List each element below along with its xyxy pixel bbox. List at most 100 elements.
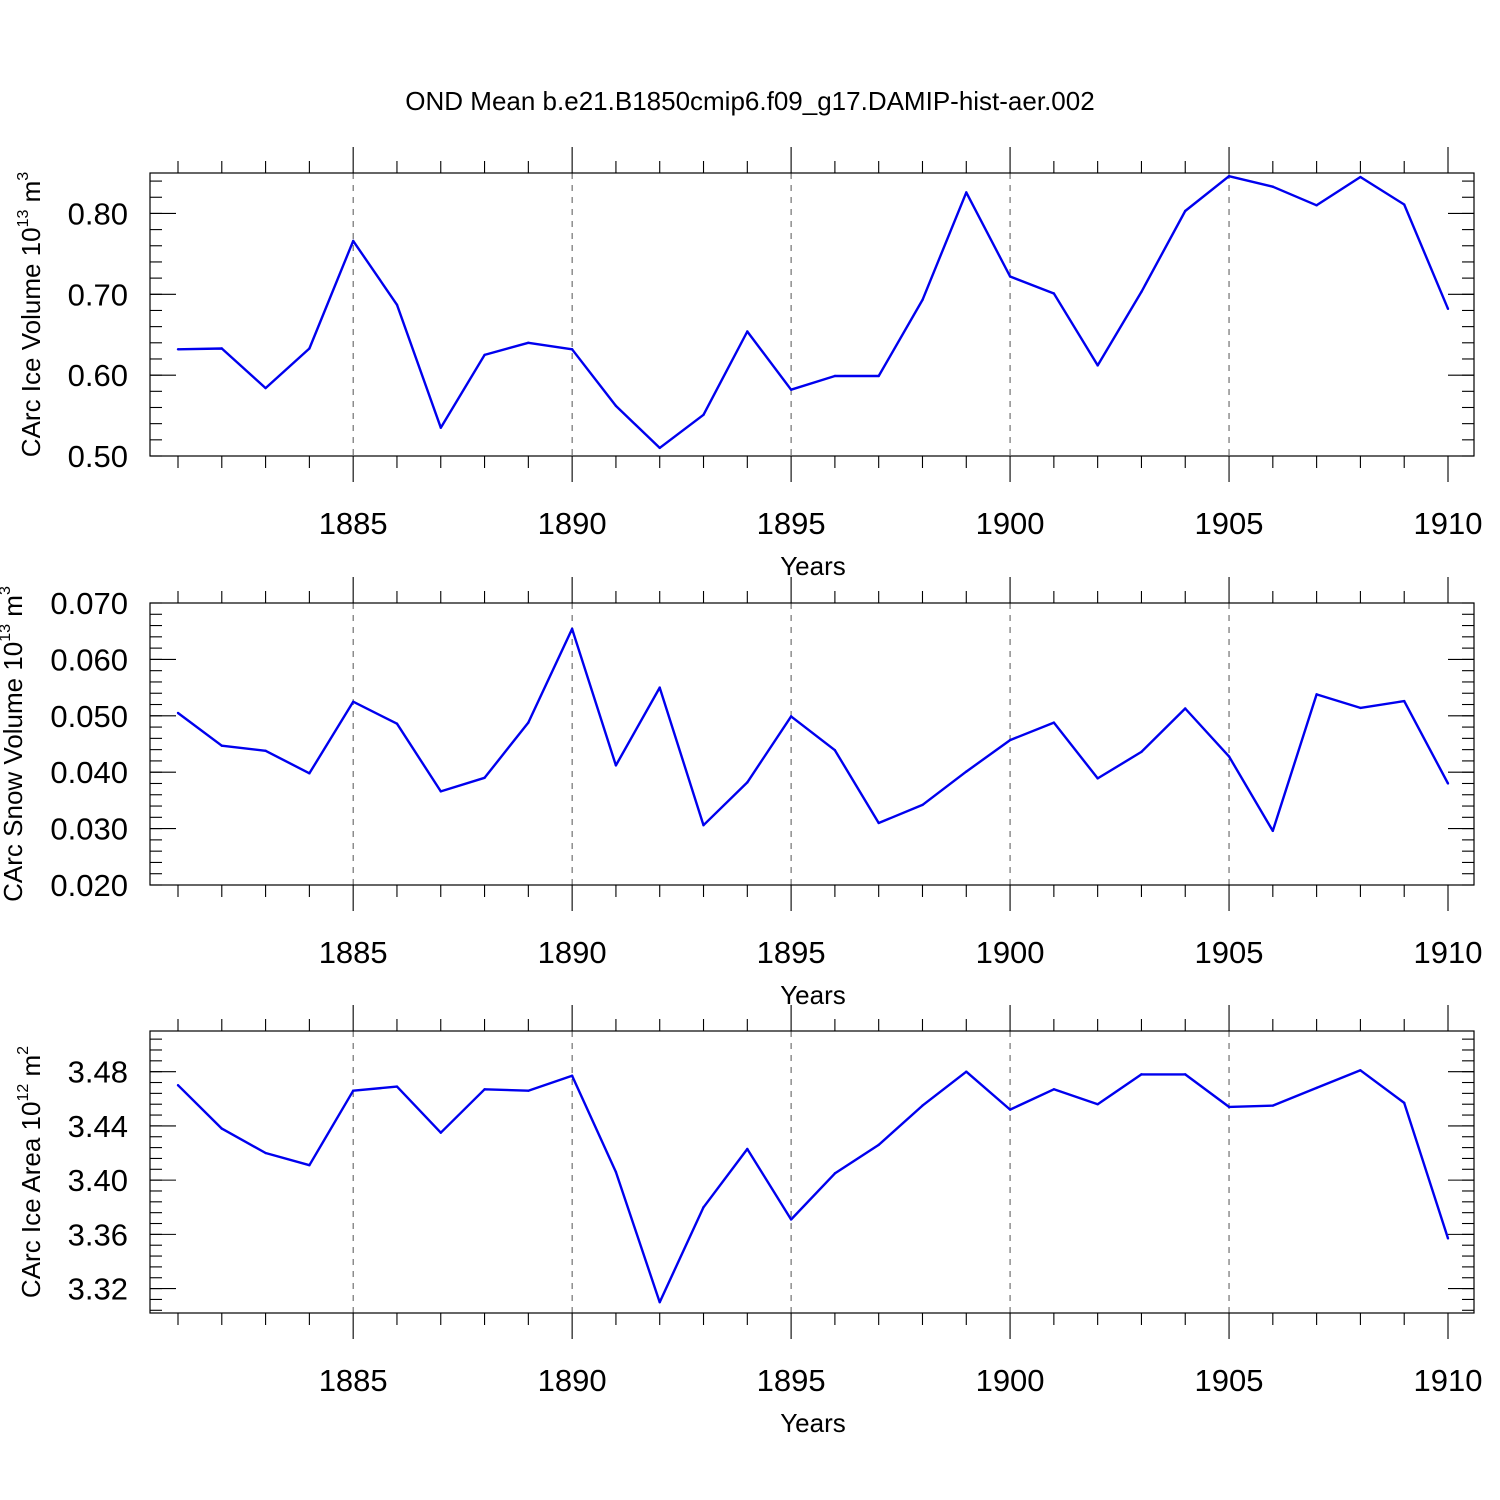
- data-point-1907: [1315, 1086, 1318, 1090]
- data-point-1886: [395, 722, 399, 725]
- data-point-1890: [570, 348, 574, 351]
- data-point-1891: [614, 404, 618, 408]
- x-tick-label: 1900: [976, 1363, 1045, 1398]
- data-point-1909: [1403, 699, 1406, 703]
- data-point-1898: [921, 1104, 924, 1107]
- data-point-1904: [1184, 209, 1187, 213]
- data-point-1881: [176, 1084, 180, 1087]
- data-point-1898: [921, 298, 924, 302]
- x-tick-label: 1910: [1414, 935, 1483, 970]
- data-point-1884: [308, 772, 311, 775]
- data-point-1896: [833, 749, 837, 752]
- data-point-1898: [921, 803, 924, 807]
- data-point-1882: [220, 1127, 223, 1130]
- y-tick-label: 3.36: [68, 1217, 128, 1252]
- figure-title: OND Mean b.e21.B1850cmip6.f09_g17.DAMIP-…: [405, 86, 1094, 116]
- data-point-1906: [1271, 829, 1275, 833]
- data-point-1896: [833, 1172, 837, 1175]
- data-point-1908: [1359, 706, 1362, 710]
- data-point-1902: [1096, 777, 1099, 780]
- data-point-1910: [1446, 307, 1450, 311]
- y-tick-label: 0.50: [68, 439, 128, 474]
- series-line: [177, 174, 1450, 450]
- y-axis-label-unit-exponent: 3: [15, 172, 32, 181]
- x-tick-label: 1885: [319, 506, 388, 541]
- x-tick-label: 1900: [976, 506, 1045, 541]
- data-point-1882: [220, 347, 223, 350]
- data-point-1888: [483, 1088, 486, 1091]
- y-axis-label-unit: m: [0, 595, 28, 624]
- x-tick-label: 1890: [538, 1363, 607, 1398]
- y-axis-label: CArc Ice Volume 1013 m3: [15, 172, 46, 457]
- y-tick-label: 3.44: [68, 1109, 128, 1144]
- x-tick-label: 1905: [1195, 935, 1264, 970]
- plot-frame: [149, 1030, 1475, 1314]
- x-tick-label: 1895: [757, 1363, 826, 1398]
- y-axis-label-unit-exponent: 3: [0, 586, 14, 595]
- data-point-1897: [877, 374, 880, 378]
- data-point-1884: [308, 347, 311, 350]
- panel-1: 1885 1890 1895 1900 1905 1910 Years 0.50 0.60 0.7…: [15, 147, 1482, 581]
- y-axis-label-unit: m: [16, 181, 46, 210]
- x-tick-label: 1890: [538, 935, 607, 970]
- data-point-1883: [264, 386, 267, 390]
- data-point-1894: [746, 781, 749, 784]
- data-point-1889: [527, 721, 530, 724]
- data-point-1882: [220, 744, 223, 747]
- data-point-1893: [702, 1206, 705, 1209]
- data-point-1905: [1227, 175, 1231, 178]
- data-point-1901: [1052, 1088, 1056, 1091]
- x-tick-label: 1905: [1195, 506, 1264, 541]
- data-point-1892: [658, 446, 661, 450]
- y-axis-label-unit: m: [16, 1055, 46, 1084]
- data-point-1901: [1052, 292, 1056, 295]
- data-point-1894: [746, 1147, 749, 1151]
- data-point-1887: [439, 426, 442, 429]
- data-point-1906: [1271, 185, 1275, 188]
- data-point-1893: [702, 413, 705, 416]
- data-point-1889: [527, 341, 530, 344]
- series-line: [177, 627, 1450, 833]
- data-point-1901: [1052, 721, 1056, 724]
- x-tick-label: 1910: [1414, 1363, 1483, 1398]
- data-point-1891: [614, 764, 618, 767]
- y-tick-label: 3.40: [68, 1163, 128, 1198]
- y-tick-label: 0.040: [50, 755, 128, 790]
- data-point-1906: [1271, 1104, 1275, 1107]
- data-point-1909: [1403, 1101, 1406, 1105]
- x-axis-label: Years: [780, 551, 846, 581]
- panel-2: 1885 1890 1895 1900 1905 1910 Years 0.020 0.030 0…: [0, 577, 1482, 1010]
- data-point-1899: [965, 1070, 968, 1073]
- data-point-1902: [1096, 364, 1099, 367]
- plot-frame: [149, 602, 1475, 886]
- data-point-1907: [1315, 693, 1318, 696]
- y-tick-label: 0.050: [50, 699, 128, 734]
- data-point-1900: [1008, 738, 1012, 742]
- data-point-1895: [789, 715, 793, 718]
- data-point-1888: [483, 776, 486, 780]
- data-point-1910: [1446, 1237, 1450, 1240]
- x-tick-label: 1890: [538, 506, 607, 541]
- data-point-1896: [833, 374, 837, 378]
- x-tick-label: 1895: [757, 506, 826, 541]
- data-point-1894: [746, 330, 749, 333]
- data-point-1886: [395, 303, 399, 306]
- x-tick-label: 1905: [1195, 1363, 1264, 1398]
- data-point-1893: [702, 824, 705, 827]
- y-tick-label: 0.70: [68, 277, 128, 312]
- data-point-1885: [351, 700, 355, 703]
- y-tick-label: 0.030: [50, 812, 128, 847]
- y-axis-label-exponent: 13: [15, 210, 32, 228]
- data-point-1909: [1403, 203, 1406, 206]
- y-axis-label-text: CArc Snow Volume 10: [0, 642, 28, 902]
- data-point-1892: [658, 686, 661, 689]
- data-point-1908: [1359, 175, 1362, 179]
- data-point-1885: [351, 239, 355, 243]
- data-point-1890: [570, 627, 574, 631]
- data-point-1902: [1096, 1103, 1099, 1106]
- y-tick-label: 0.060: [50, 642, 128, 677]
- x-tick-label: 1910: [1414, 506, 1483, 541]
- data-point-1908: [1359, 1069, 1362, 1072]
- x-tick-label: 1885: [319, 935, 388, 970]
- data-point-1903: [1140, 1073, 1143, 1076]
